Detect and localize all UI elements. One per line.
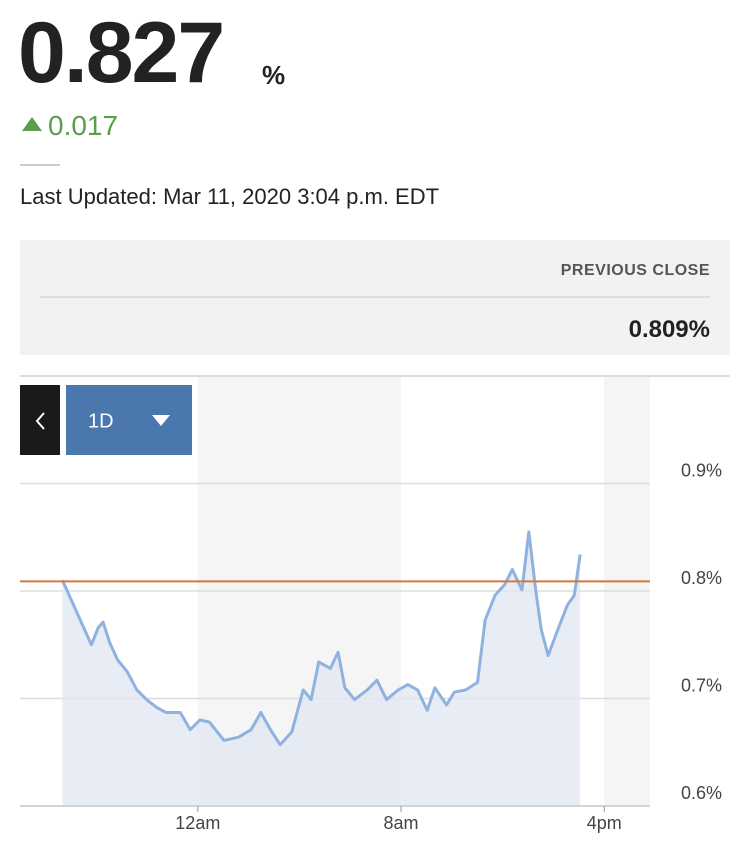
x-tick-label: 8am [384,813,419,833]
change-value: 0.017 [48,110,119,141]
divider [40,296,710,298]
price-unit: % [262,60,286,90]
dropdown-icon [152,415,170,426]
change: 0.017 [22,110,118,142]
previous-close-label: PREVIOUS CLOSE [560,262,710,279]
y-tick-label: 0.8% [681,568,722,588]
range-label: 1D [88,410,114,432]
area [62,531,581,806]
x-tick-label: 4pm [587,813,622,833]
y-tick-label: 0.7% [681,675,722,695]
plot: 0.6% 0.7% 0.8% 0.9% 12am 8am 4pm [20,376,722,833]
last-updated: Last Updated: Mar 11, 2020 3:04 p.m. EDT [20,184,440,209]
divider [20,164,60,166]
y-tick-label: 0.9% [681,460,722,480]
back-button[interactable] [20,385,60,455]
line [61,530,582,747]
range-dropdown[interactable] [66,385,192,455]
price: 0.827 [18,5,225,101]
previous-close-box: PREVIOUS CLOSE 0.809% [20,240,730,355]
previous-close-value: 0.809% [628,316,710,343]
up-arrow [22,117,42,131]
x-tick-label: 12am [175,813,220,833]
back-icon [35,412,45,430]
y-tick-label: 0.6% [681,783,722,803]
